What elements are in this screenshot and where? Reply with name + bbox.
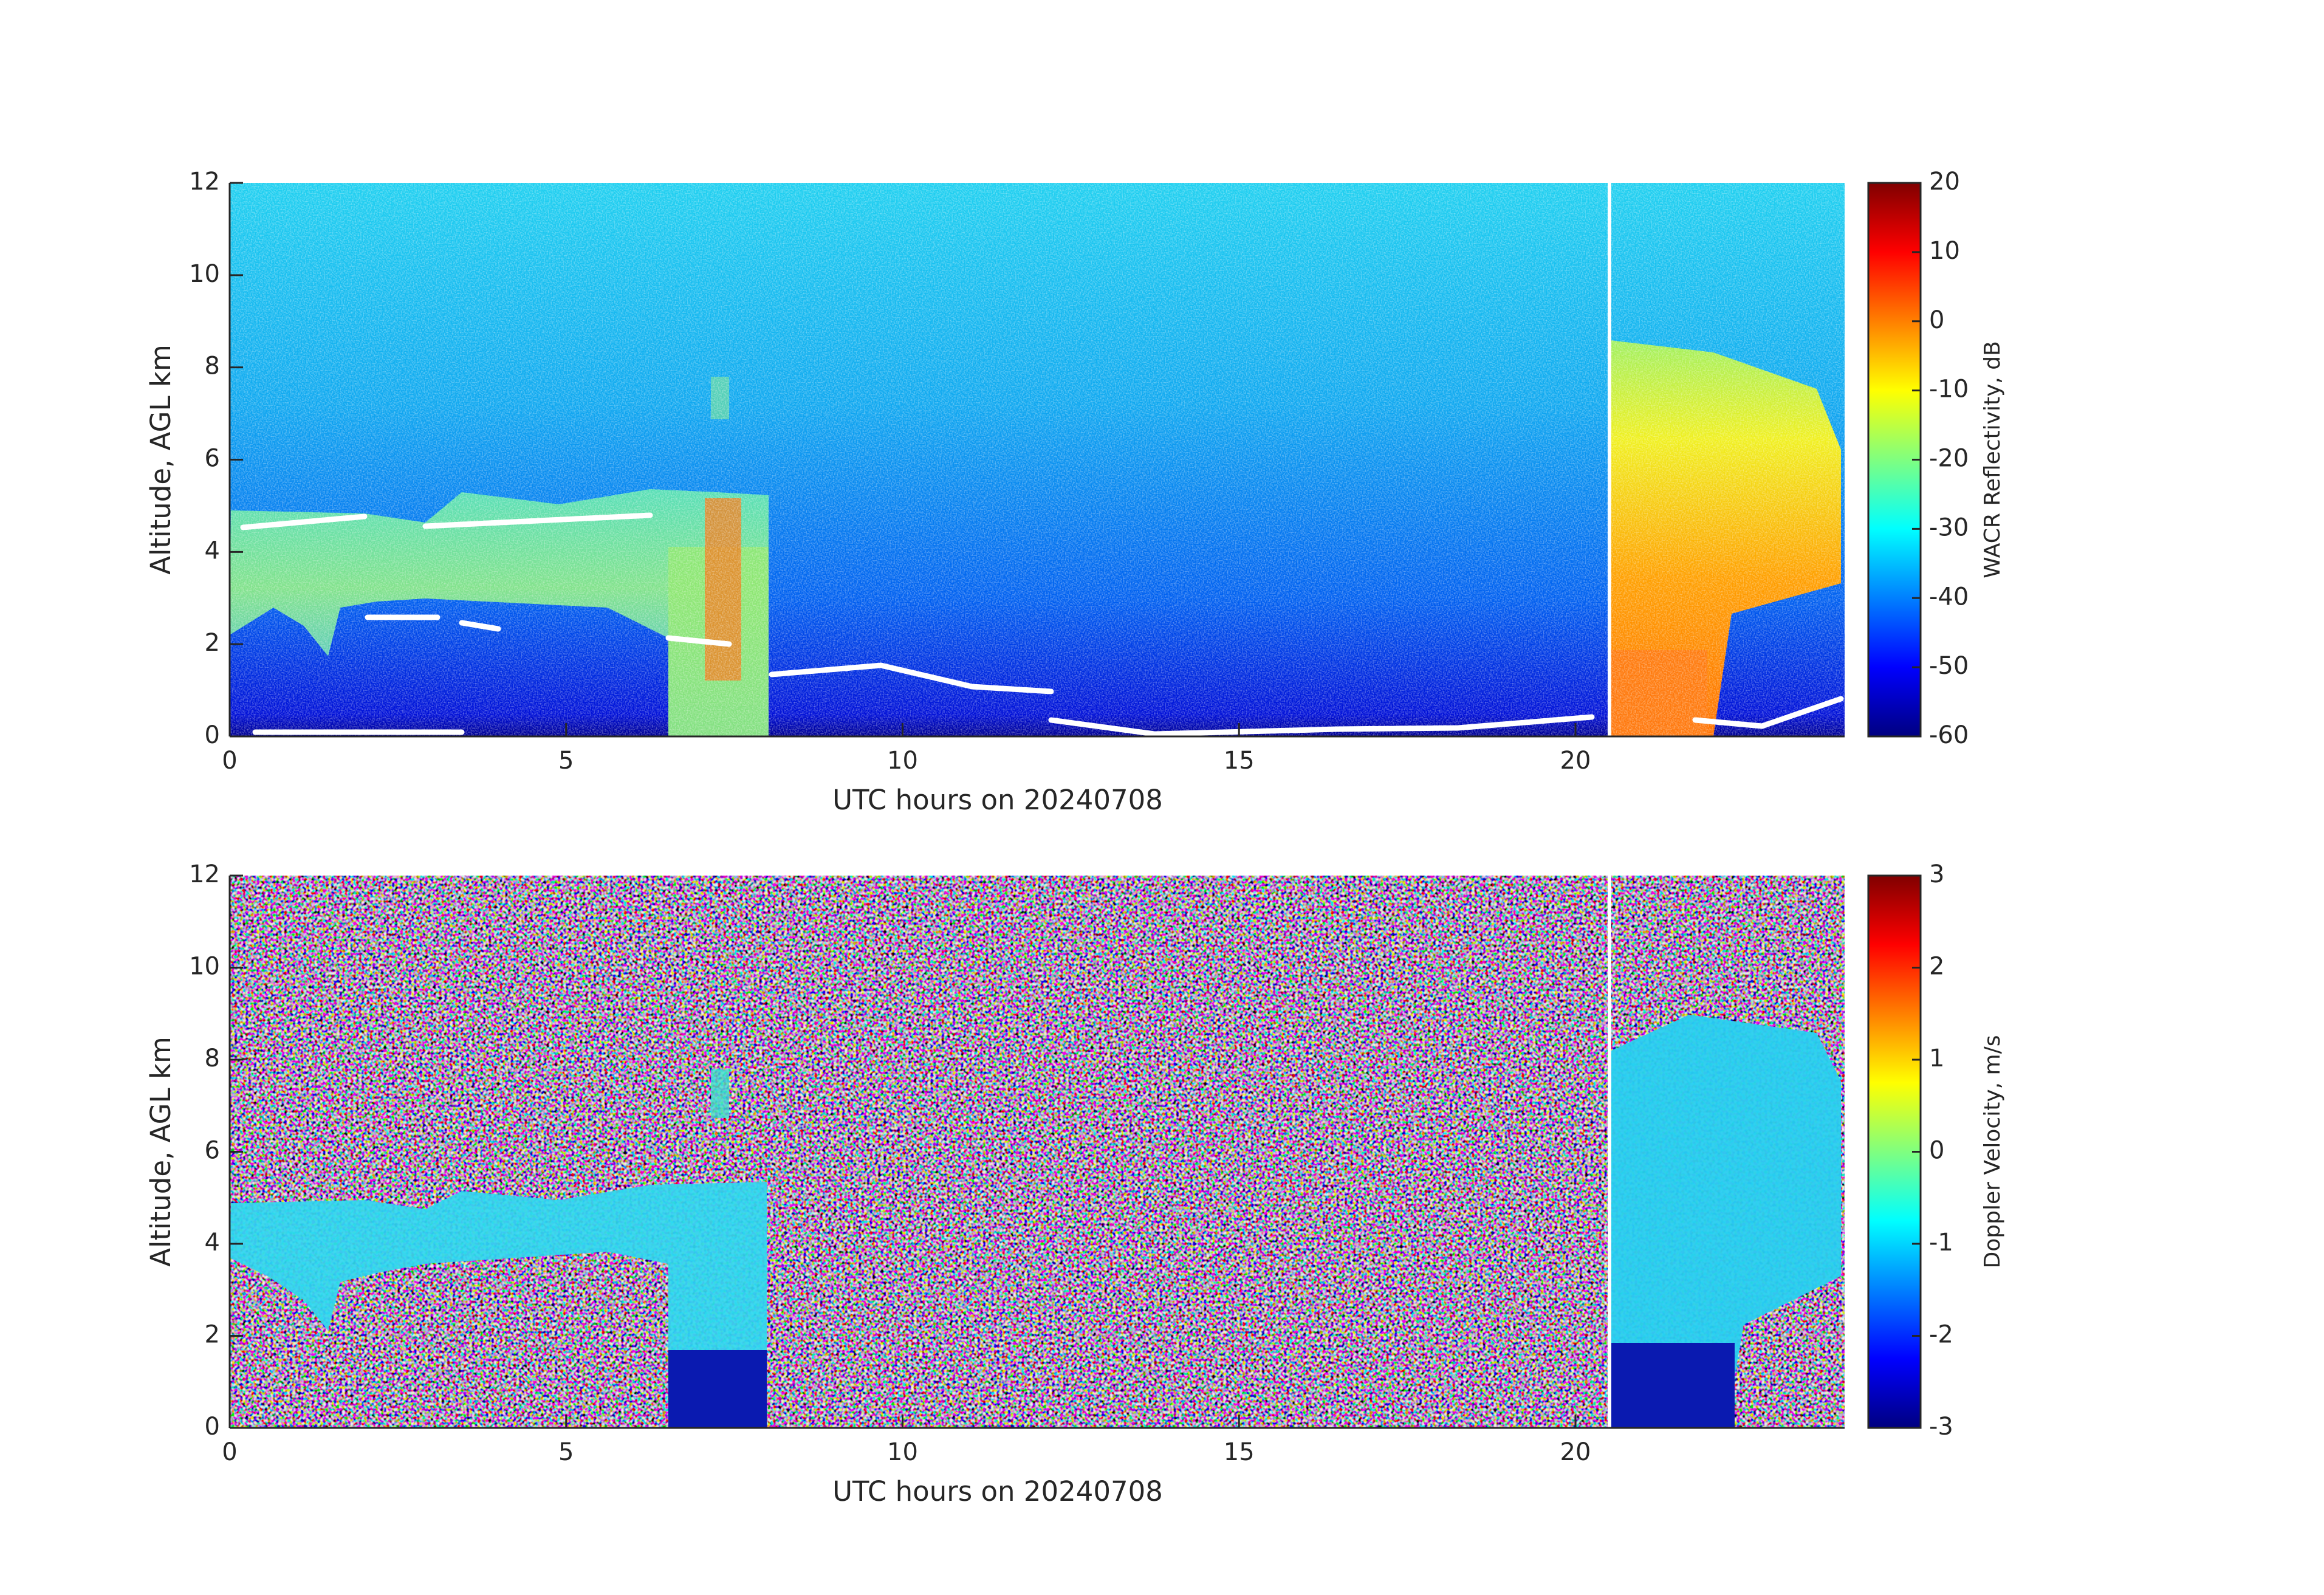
- colorbar-tick-label: -3: [1929, 1413, 1953, 1441]
- y-tick-label: 0: [205, 1413, 220, 1441]
- y-tick-label: 12: [189, 168, 220, 196]
- y-tick-label: 0: [205, 721, 220, 749]
- y-tick-label: 8: [205, 1044, 220, 1072]
- colorbar-tick-label: 1: [1929, 1044, 1944, 1072]
- y-tick-label: 6: [205, 445, 220, 473]
- y-tick-label: 6: [205, 1137, 220, 1165]
- colorbar-tick-label: -1: [1929, 1229, 1953, 1257]
- y-tick-label: 8: [205, 352, 220, 380]
- y-tick-label: 4: [205, 1229, 220, 1257]
- y-tick-label: 4: [205, 537, 220, 564]
- colorbar-tick-label: -30: [1929, 513, 1969, 541]
- x-tick-label: 5: [558, 747, 574, 775]
- x-tick-label: 5: [558, 1438, 574, 1466]
- colorbar-tick-label: -20: [1929, 445, 1969, 473]
- x-tick-label: 0: [222, 747, 237, 775]
- colorbar-tick-label: 0: [1929, 306, 1944, 334]
- colorbar-tick-label: -50: [1929, 652, 1969, 680]
- x-axis-label: UTC hours on 20240708: [832, 784, 1163, 816]
- colorbar-tick-label: 3: [1929, 860, 1944, 888]
- colorbar: [1867, 182, 1922, 738]
- colorbar-tick-label: 2: [1929, 953, 1944, 981]
- x-tick-label: 10: [887, 747, 918, 775]
- colorbar-tick-label: -40: [1929, 583, 1969, 611]
- y-axis-label: Altitude, AGL km: [145, 1037, 177, 1267]
- y-tick-label: 2: [205, 1321, 220, 1349]
- colorbar-tick-label: 10: [1929, 237, 1960, 265]
- y-tick-label: 12: [189, 860, 220, 888]
- velocity-field: [230, 876, 1845, 1428]
- colorbar-tick-label: 0: [1929, 1137, 1944, 1165]
- x-tick-label: 0: [222, 1438, 237, 1466]
- y-axis-label: Altitude, AGL km: [145, 345, 177, 575]
- x-axis-label: UTC hours on 20240708: [832, 1475, 1163, 1508]
- colorbar-label: Doppler Velocity, m/s: [1980, 1035, 2005, 1269]
- y-tick-label: 10: [189, 260, 220, 288]
- colorbar-label: WACR Reflectivity, dB: [1980, 341, 2005, 578]
- x-tick-label: 10: [887, 1438, 918, 1466]
- colorbar-tick-label: -2: [1929, 1321, 1953, 1349]
- colorbar-tick-label: -10: [1929, 376, 1969, 403]
- colorbar-tick-label: -60: [1929, 721, 1969, 749]
- colorbar: [1867, 874, 1922, 1429]
- x-tick-label: 20: [1560, 1438, 1591, 1466]
- reflectivity-field: [230, 183, 1845, 736]
- colorbar-tick-label: 20: [1929, 168, 1960, 196]
- x-tick-label: 15: [1224, 1438, 1255, 1466]
- y-tick-label: 10: [189, 953, 220, 981]
- x-tick-label: 20: [1560, 747, 1591, 775]
- x-tick-label: 15: [1224, 747, 1255, 775]
- y-tick-label: 2: [205, 629, 220, 657]
